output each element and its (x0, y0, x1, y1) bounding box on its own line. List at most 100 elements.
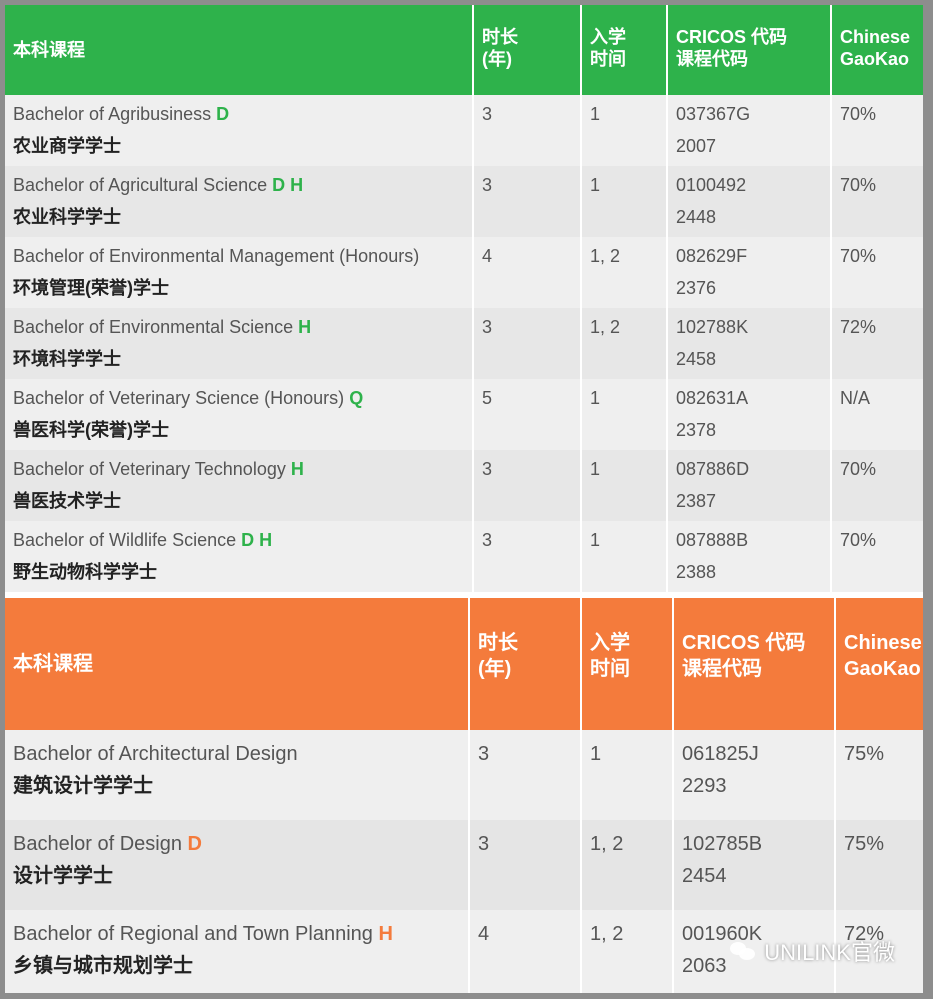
program-tag: D H (241, 530, 273, 550)
program-title: Bachelor of Environmental Management (Ho… (13, 246, 420, 266)
gaokao-cell: 70% (831, 95, 923, 166)
cricos-code: 087886D (676, 459, 750, 479)
program-name-en: Bachelor of Environmental Management (Ho… (13, 240, 464, 272)
program-name-cn: 兽医科学(荣誉)学士 (13, 420, 169, 440)
intake-cell: 1 (581, 730, 674, 820)
program-name-cn: 农业商学学士 (13, 136, 121, 156)
program-name-en: Bachelor of Environmental Science H (13, 311, 464, 343)
table-row: Bachelor of Environmental Management (Ho… (5, 237, 923, 308)
code-cell: 087886D 2387 (667, 450, 832, 521)
green-header-row: 本科课程 时长 (年) 入学 时间 CRICOS 代码 课程代码 Chinese… (5, 5, 923, 95)
program-name-en: Bachelor of Veterinary Science (Honours)… (13, 382, 464, 414)
course-code: 2388 (676, 562, 717, 582)
intake-cell: 1 (581, 95, 668, 166)
intake-cell: 1, 2 (581, 237, 668, 308)
cricos-code: 037367G (676, 104, 751, 124)
header-cricos: CRICOS 代码 课程代码 (667, 5, 832, 95)
intake-cell: 1 (581, 166, 668, 237)
program-tag: D (187, 833, 202, 855)
table-row: Bachelor of Agribusiness D 农业商学学士 3 1 037367… (5, 95, 923, 166)
gaokao-cell: 70% (831, 450, 923, 521)
gaokao-cell: 72% (831, 308, 923, 379)
duration-cell: 3 (473, 95, 582, 166)
intake-cell: 1, 2 (581, 820, 674, 910)
cricos-code: 082631A (676, 388, 749, 408)
program-name-cn: 环境科学学士 (13, 349, 121, 369)
course-code: 2454 (682, 865, 727, 887)
program-name-cn: 乡镇与城市规划学士 (13, 955, 193, 977)
green-program-table: 本科课程 时长 (年) 入学 时间 CRICOS 代码 课程代码 Chinese… (5, 5, 923, 592)
code-cell: 102788K 2458 (667, 308, 832, 379)
cricos-code: 102785B (682, 833, 763, 855)
watermark: UNILINK官微 (730, 935, 895, 967)
table-row: Bachelor of Veterinary Technology H 兽医技术学… (5, 450, 923, 521)
program-title: Bachelor of Agricultural Science (13, 175, 268, 195)
gaokao-cell: N/A (831, 379, 923, 450)
gaokao-cell: 75% (835, 730, 923, 820)
table-row: Bachelor of Veterinary Science (Honours)… (5, 379, 923, 450)
code-cell: 037367G 2007 (667, 95, 832, 166)
header-program: 本科课程 (5, 598, 470, 730)
program-title: Bachelor of Veterinary Science (Honours) (13, 388, 345, 408)
program-name-en: Bachelor of Architectural Design (13, 738, 460, 770)
program-cell: Bachelor of Veterinary Science (Honours)… (5, 379, 474, 450)
code-cell: 0100492 2448 (667, 166, 832, 237)
program-title: Bachelor of Regional and Town Planning (13, 923, 373, 945)
intake-cell: 1, 2 (581, 910, 674, 993)
program-title: Bachelor of Design (13, 833, 182, 855)
program-name-en: Bachelor of Agribusiness D (13, 98, 464, 130)
gaokao-cell: 75% (835, 820, 923, 910)
duration-cell: 4 (469, 910, 582, 993)
header-intake: 入学 时间 (581, 5, 668, 95)
orange-header-row: 本科课程 时长 (年) 入学 时间 CRICOS 代码 课程代码 Chinese… (5, 598, 923, 730)
program-title: Bachelor of Architectural Design (13, 743, 298, 765)
header-program: 本科课程 (5, 5, 474, 95)
header-intake: 入学 时间 (581, 598, 674, 730)
header-gaokao: Chinese GaoKao (831, 5, 923, 95)
course-code: 2387 (676, 491, 717, 511)
table-row: Bachelor of Environmental Science H 环境科学学… (5, 308, 923, 379)
table-gap (5, 592, 923, 598)
program-title: Bachelor of Agribusiness (13, 104, 212, 124)
watermark-text: UNILINK官微 (764, 940, 895, 965)
code-cell: 001960K 2063 (673, 910, 836, 993)
program-cell: Bachelor of Wildlife Science D H 野生动物科学学士 (5, 521, 474, 592)
program-name-en: Bachelor of Veterinary Technology H (13, 453, 464, 485)
cricos-code: 061825J (682, 743, 759, 765)
intake-cell: 1, 2 (581, 308, 668, 379)
course-code: 2007 (676, 136, 717, 156)
table-row: Bachelor of Regional and Town Planning H… (5, 910, 923, 993)
cricos-code: 0100492 (676, 175, 747, 195)
program-cell: Bachelor of Environmental Science H 环境科学学… (5, 308, 474, 379)
code-cell: 102785B 2454 (673, 820, 836, 910)
course-code: 2063 (682, 955, 727, 977)
program-sheet: 本科课程 时长 (年) 入学 时间 CRICOS 代码 课程代码 Chinese… (5, 5, 923, 993)
header-duration: 时长 (年) (469, 598, 582, 730)
code-cell: 087888B 2388 (667, 521, 832, 592)
program-tag: H (298, 317, 312, 337)
wechat-icon (730, 940, 756, 962)
code-cell: 061825J 2293 (673, 730, 836, 820)
program-title: Bachelor of Wildlife Science (13, 530, 237, 550)
table-row: Bachelor of Wildlife Science D H 野生动物科学学士… (5, 521, 923, 592)
program-cell: Bachelor of Design D 设计学学士 (5, 820, 470, 910)
table-row: Bachelor of Agricultural Science D H 农业科学… (5, 166, 923, 237)
program-tag: D (216, 104, 230, 124)
program-title: Bachelor of Veterinary Technology (13, 459, 286, 479)
cricos-code: 087888B (676, 530, 749, 550)
program-tag: D H (272, 175, 304, 195)
gaokao-cell: 70% (831, 166, 923, 237)
duration-cell: 3 (473, 521, 582, 592)
intake-cell: 1 (581, 379, 668, 450)
cricos-code: 102788K (676, 317, 749, 337)
duration-cell: 3 (469, 820, 582, 910)
duration-cell: 3 (473, 166, 582, 237)
duration-cell: 4 (473, 237, 582, 308)
code-cell: 082629F 2376 (667, 237, 832, 308)
program-cell: Bachelor of Veterinary Technology H 兽医技术学… (5, 450, 474, 521)
header-gaokao: Chinese GaoKao (835, 598, 923, 730)
program-name-en: Bachelor of Wildlife Science D H (13, 524, 464, 556)
duration-cell: 3 (473, 450, 582, 521)
program-name-cn: 野生动物科学学士 (13, 562, 157, 582)
program-name-en: Bachelor of Design D (13, 828, 460, 860)
